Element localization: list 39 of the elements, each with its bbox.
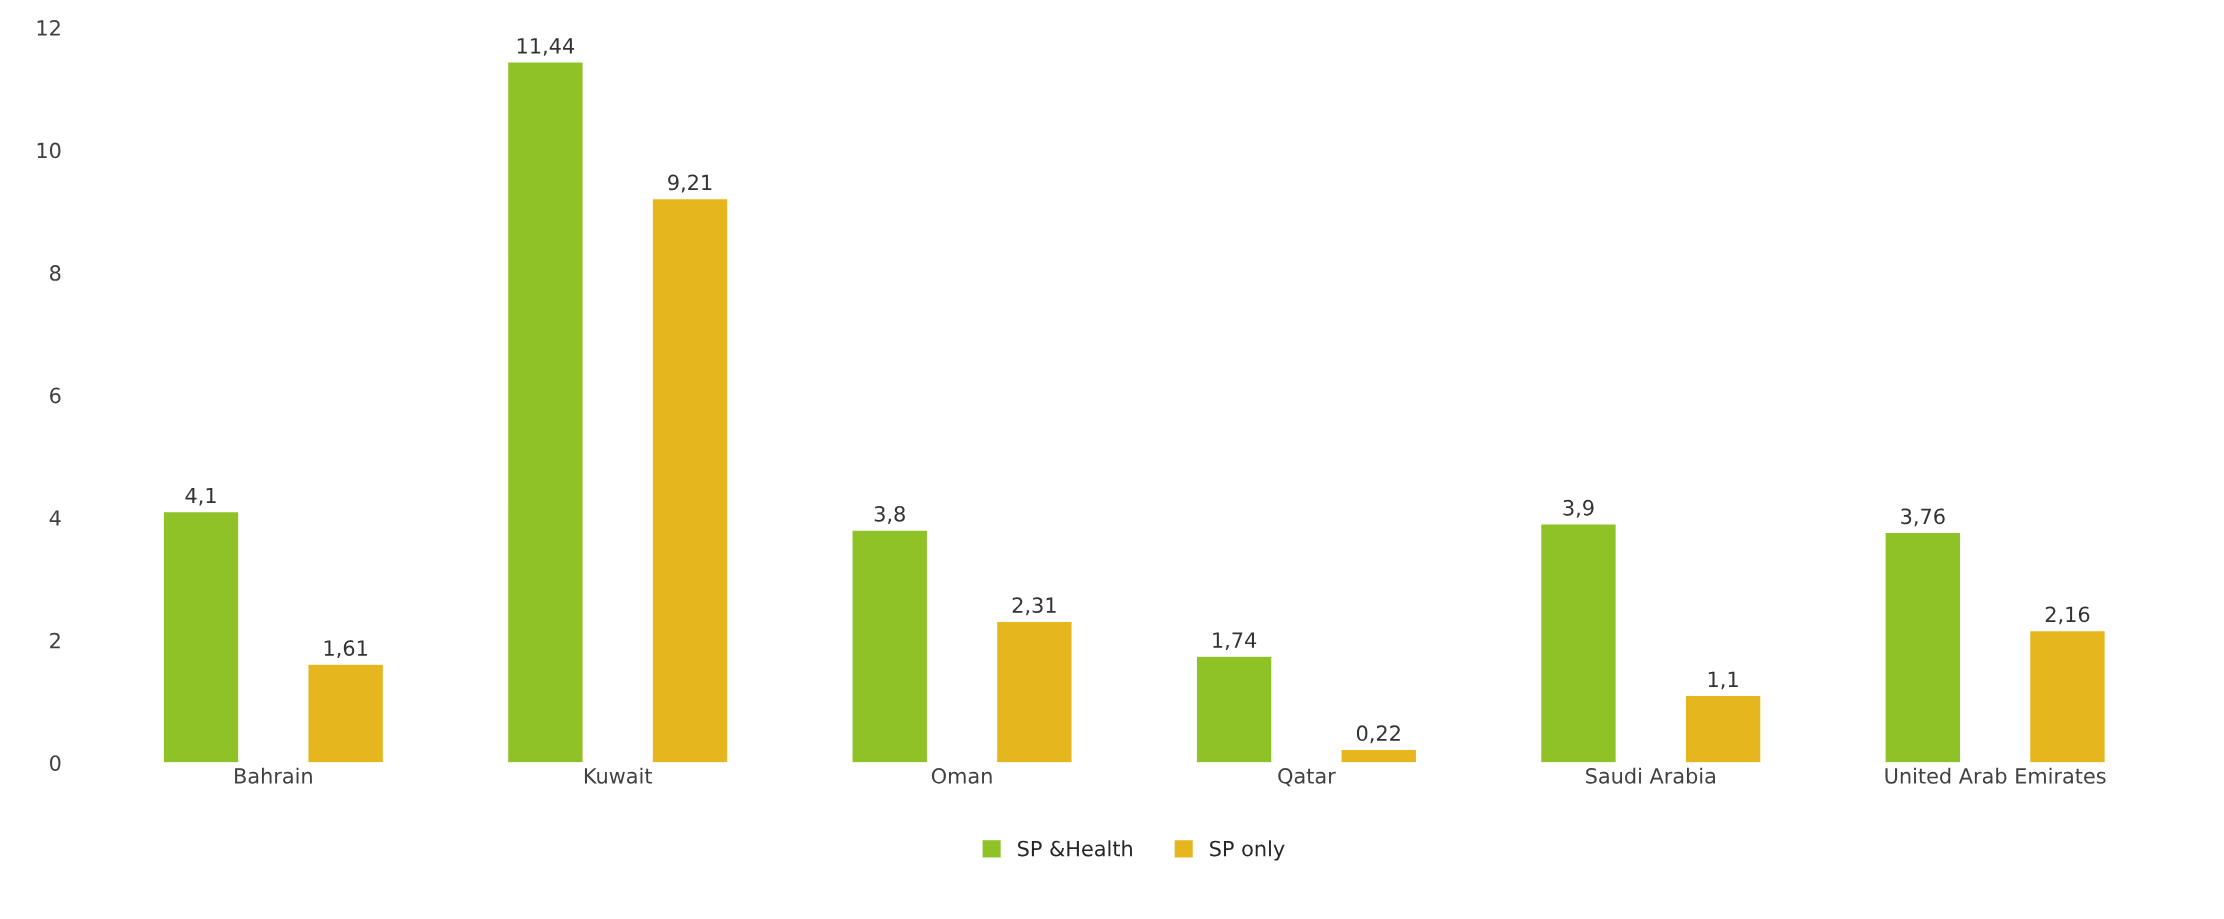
y-tick-label: 10 bbox=[37, 142, 61, 159]
data-label: 3,8 bbox=[874, 506, 905, 524]
data-label: 3,76 bbox=[1901, 508, 1945, 527]
bar bbox=[651, 197, 729, 763]
bar bbox=[851, 529, 929, 763]
x-tick-label: Oman bbox=[931, 768, 992, 784]
data-label: 2,31 bbox=[1012, 597, 1056, 616]
y-tick-label: 2 bbox=[50, 632, 60, 649]
data-label: 11,44 bbox=[517, 38, 575, 56]
x-tick-label: United Arab Emirates bbox=[1885, 767, 2106, 784]
x-tick-label: Kuwait bbox=[584, 767, 652, 784]
y-tick-label: 12 bbox=[37, 20, 60, 36]
x-tick-label: Bahrain bbox=[235, 767, 312, 784]
data-label: 1,74 bbox=[1213, 632, 1257, 651]
bar bbox=[1539, 523, 1618, 763]
data-label: 9,21 bbox=[668, 174, 712, 193]
bar bbox=[1684, 694, 1762, 763]
data-label: 1,1 bbox=[1708, 671, 1738, 690]
bar bbox=[1340, 748, 1418, 763]
x-tick-label: Saudi Arabia bbox=[1586, 767, 1715, 784]
data-label: 0,22 bbox=[1356, 725, 1400, 744]
y-tick-label: 4 bbox=[49, 510, 61, 526]
bar bbox=[995, 620, 1073, 763]
legend-label: SP only bbox=[1210, 840, 1285, 861]
legend-label: SP &Health bbox=[1018, 840, 1132, 857]
y-tick-label: 6 bbox=[50, 387, 61, 404]
data-label: 2,16 bbox=[2045, 606, 2090, 625]
data-label: 3,9 bbox=[1563, 499, 1594, 518]
bar bbox=[1195, 655, 1273, 763]
data-label: 4,1 bbox=[185, 487, 216, 506]
bar bbox=[2028, 629, 2107, 763]
bar bbox=[506, 61, 584, 763]
bar bbox=[307, 663, 385, 763]
x-tick-label: Qatar bbox=[1278, 768, 1336, 787]
y-tick-label: 8 bbox=[50, 265, 61, 281]
y-tick-label: 0 bbox=[49, 755, 61, 771]
bar bbox=[1884, 531, 1962, 763]
bar bbox=[162, 510, 240, 763]
data-label: 1,61 bbox=[324, 640, 367, 659]
